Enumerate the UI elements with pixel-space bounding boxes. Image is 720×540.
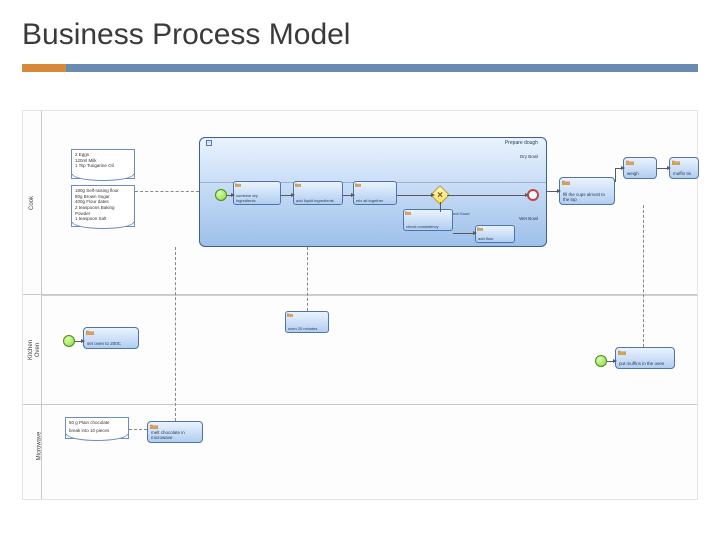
flow xyxy=(615,168,616,182)
task-label: check consistency xyxy=(406,224,438,229)
msg-oven20-up xyxy=(307,247,308,311)
arrow-icon xyxy=(621,166,625,170)
task-label: melt chocolate in microwave xyxy=(151,430,199,440)
folder-icon xyxy=(86,330,94,335)
task-combine-dry[interactable]: combine dry ingredients xyxy=(233,181,281,205)
start-event-put-in-oven[interactable] xyxy=(595,355,607,367)
folder-icon xyxy=(150,424,158,429)
msg-down-oven xyxy=(643,205,644,347)
doc-line: break into 10 pieces xyxy=(69,428,125,434)
arrow-icon xyxy=(291,193,295,197)
task-label: oven 20 minutes xyxy=(288,326,317,331)
arrow-icon xyxy=(613,359,617,363)
task-add-flour[interactable]: add flour xyxy=(475,225,515,243)
task-check[interactable]: check consistency xyxy=(403,209,453,231)
task-add-liquid[interactable]: add liquid ingredients xyxy=(293,181,343,205)
arrow-icon xyxy=(431,193,435,197)
task-label: mix all together xyxy=(356,198,383,203)
subprocess-title: Prepare dough xyxy=(505,140,538,146)
doc-line: 1 Tsp Tungarine Oil xyxy=(75,163,131,169)
title-rule xyxy=(22,64,698,72)
task-label: put muffins in the oven xyxy=(619,361,671,366)
folder-icon xyxy=(618,350,626,355)
pool-left-border xyxy=(41,111,42,499)
rule-main xyxy=(66,64,698,72)
sublane-wet: Wet Bowl xyxy=(519,216,538,221)
folder-icon xyxy=(355,183,361,187)
task-mix[interactable]: mix all together xyxy=(353,181,397,205)
flow xyxy=(397,195,433,196)
task-muffin-tin[interactable]: muffin tin xyxy=(669,157,699,179)
page-title: Business Process Model xyxy=(22,18,350,52)
folder-icon xyxy=(405,211,411,215)
task-label: fill the cups almost to the top xyxy=(563,192,611,202)
flow xyxy=(440,202,441,212)
rule-accent xyxy=(22,64,66,72)
task-put-in-oven[interactable]: put muffins in the oven xyxy=(615,347,675,369)
folder-icon xyxy=(287,313,293,317)
arrow-icon xyxy=(667,166,671,170)
pool-label-kitchen: Kitchen xyxy=(28,339,34,359)
msg-choc-up xyxy=(175,247,176,421)
folder-icon xyxy=(477,227,483,231)
flow xyxy=(453,233,475,234)
arrow-icon xyxy=(231,193,235,197)
arrow-icon xyxy=(351,193,355,197)
task-label: combine dry ingredients xyxy=(236,193,278,203)
task-label: weigh xyxy=(627,171,653,176)
assoc-recipe-sub xyxy=(135,191,199,192)
folder-icon xyxy=(626,160,634,165)
task-label: set oven to 200C xyxy=(87,341,135,346)
task-label: add liquid ingredients xyxy=(296,198,334,203)
recipe-doc-1: 2 Eggs 120ml Milk 1 Tsp Tungarine Oil xyxy=(71,149,135,179)
folder-icon xyxy=(562,180,570,185)
arrow-icon xyxy=(473,231,477,235)
arrow-icon xyxy=(81,339,85,343)
task-melt-chocolate[interactable]: melt chocolate in microwave xyxy=(147,421,203,443)
arrow-icon xyxy=(557,189,561,193)
recipe-doc-2: 180g Self-raising flour 80g Brown Sugar … xyxy=(71,185,135,227)
task-label: add flour xyxy=(478,236,494,241)
task-weigh[interactable]: weigh xyxy=(623,157,657,179)
assoc-choc-melt xyxy=(129,429,147,430)
lane-sep xyxy=(41,295,697,296)
expand-icon[interactable]: − xyxy=(206,140,212,146)
doc-line: 1 teaspoon Salt xyxy=(75,216,131,222)
doc-line: 2 teaspoons Baking Powder xyxy=(75,205,131,216)
folder-icon xyxy=(235,183,241,187)
folder-icon xyxy=(672,160,680,165)
chocolate-doc: 50 g Plain chocolate break into 10 piece… xyxy=(65,417,129,439)
pool-kitchen: Kitchen Oven xyxy=(23,295,697,405)
start-event-sub[interactable] xyxy=(215,189,227,201)
start-event-oven[interactable] xyxy=(63,335,75,347)
pool-label-cook: Cook xyxy=(29,195,35,209)
sublane-dry: Dry Bowl xyxy=(520,154,538,159)
edge-label-not-good: not Good xyxy=(453,211,469,216)
task-fill-cups[interactable]: fill the cups almost to the top xyxy=(559,177,615,205)
task-label: muffin tin xyxy=(673,171,695,176)
folder-icon xyxy=(295,183,301,187)
flow-good xyxy=(447,195,527,196)
task-set-oven[interactable]: set oven to 200C xyxy=(83,327,139,349)
bpmn-canvas: Cook Kitchen Oven Microwave 2 Eggs 120ml… xyxy=(22,110,698,500)
task-oven-20[interactable]: oven 20 minutes xyxy=(285,311,329,333)
arrow-icon xyxy=(525,193,529,197)
